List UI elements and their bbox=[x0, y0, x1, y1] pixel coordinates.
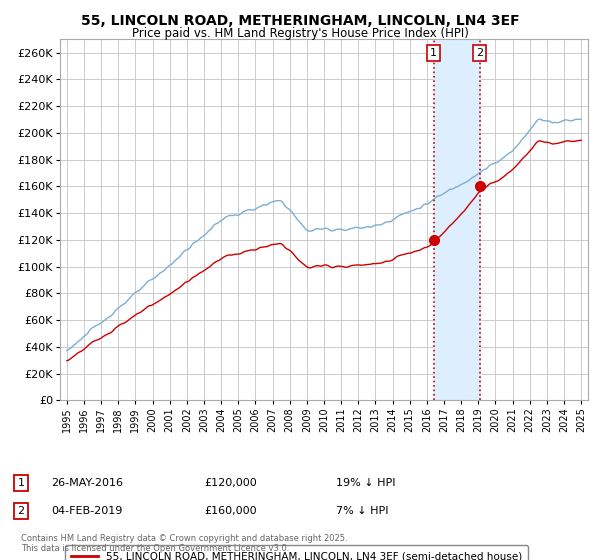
Legend: 55, LINCOLN ROAD, METHERINGHAM, LINCOLN, LN4 3EF (semi-detached house), HPI: Ave: 55, LINCOLN ROAD, METHERINGHAM, LINCOLN,… bbox=[65, 545, 529, 560]
Bar bbox=[434, 39, 480, 400]
Text: 2: 2 bbox=[476, 48, 484, 58]
Text: 55, LINCOLN ROAD, METHERINGHAM, LINCOLN, LN4 3EF: 55, LINCOLN ROAD, METHERINGHAM, LINCOLN,… bbox=[80, 14, 520, 28]
Text: 26-MAY-2016: 26-MAY-2016 bbox=[51, 478, 123, 488]
Text: 1: 1 bbox=[430, 48, 437, 58]
Text: Price paid vs. HM Land Registry's House Price Index (HPI): Price paid vs. HM Land Registry's House … bbox=[131, 27, 469, 40]
Text: 1: 1 bbox=[17, 478, 25, 488]
Text: Contains HM Land Registry data © Crown copyright and database right 2025.
This d: Contains HM Land Registry data © Crown c… bbox=[21, 534, 347, 553]
Text: 04-FEB-2019: 04-FEB-2019 bbox=[51, 506, 122, 516]
Text: £120,000: £120,000 bbox=[204, 478, 257, 488]
Text: 2: 2 bbox=[17, 506, 25, 516]
Text: 7% ↓ HPI: 7% ↓ HPI bbox=[336, 506, 389, 516]
Text: £160,000: £160,000 bbox=[204, 506, 257, 516]
Text: 19% ↓ HPI: 19% ↓ HPI bbox=[336, 478, 395, 488]
